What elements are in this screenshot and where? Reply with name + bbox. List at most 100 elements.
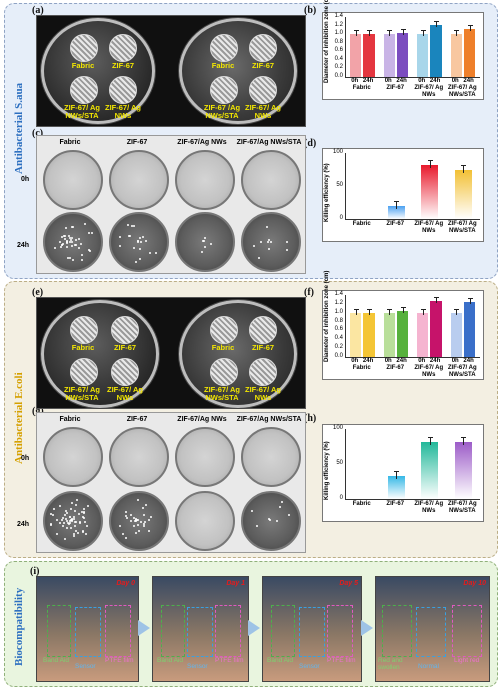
colony-dot <box>138 237 141 240</box>
x-sub-label: 0h <box>418 78 426 84</box>
bar <box>454 170 472 219</box>
error-cap <box>353 30 359 32</box>
bandaid-region <box>382 605 412 657</box>
colony-dot <box>287 514 290 517</box>
error-bar <box>456 31 458 37</box>
colony-dot <box>133 519 136 522</box>
colony-dot <box>50 512 53 515</box>
colony-dot <box>130 519 133 522</box>
colony-dot <box>142 522 145 525</box>
colony-dot <box>69 526 72 529</box>
colony-dot <box>65 240 68 243</box>
colony-dot <box>69 508 72 511</box>
colony-dot <box>68 256 71 259</box>
error-bar <box>436 21 438 27</box>
x-category-label: ZIF-67/ Ag NWs <box>414 221 444 234</box>
fabric-swatch <box>249 76 277 104</box>
plate-label-zif67: ZIF-67 <box>113 343 137 352</box>
bar <box>387 475 405 499</box>
error-bar <box>436 298 438 304</box>
colony-dot <box>83 510 86 513</box>
x-category-label: ZIF-67/ Ag NWs/STA <box>447 501 477 514</box>
colony-dot <box>71 501 74 504</box>
colony-dot <box>61 517 64 520</box>
petri-dish <box>175 427 235 487</box>
y-tick-label: 0.2 <box>334 344 343 351</box>
colony-dot <box>137 498 140 501</box>
colony-dot <box>63 234 66 237</box>
colony-dot <box>55 519 58 522</box>
colony-dot <box>278 505 281 508</box>
bandaid-region <box>271 605 295 657</box>
y-tick-label: 0.4 <box>334 55 343 62</box>
y-tick-label: 0.0 <box>334 73 343 79</box>
colony-dot <box>70 245 73 248</box>
section-label-biocompatibility: Biocompatibility <box>13 587 25 666</box>
colony-grid-saureus: Fabric ZIF-67 ZIF-67/Ag NWs ZIF-67/Ag NW… <box>17 135 306 274</box>
colony-dot <box>83 516 86 519</box>
colony-dot <box>137 240 140 243</box>
panel-label-h: (h) <box>304 413 317 424</box>
colony-dot <box>266 226 269 229</box>
colony-dot <box>137 530 140 533</box>
x-sub-label: 0h <box>351 358 359 364</box>
bar <box>430 301 442 357</box>
bar <box>430 24 442 77</box>
petri-dish <box>175 150 235 210</box>
fabric-swatch <box>109 34 137 62</box>
colony-dot <box>118 245 121 248</box>
colony-dot <box>70 519 73 522</box>
colony-dot <box>128 234 131 237</box>
x-sub-label: 0h <box>418 358 426 364</box>
bar <box>383 34 395 77</box>
error-bar <box>402 307 404 313</box>
chart-killing-ecoli: Killing efficiency (%) 0 50 100 Fabric ZIF-67… <box>322 424 484 522</box>
colony-dot <box>53 246 56 249</box>
colony-dot <box>133 525 136 528</box>
error-bar <box>469 26 471 31</box>
bar <box>387 205 405 219</box>
x-category-label: ZIF-67/ Ag NWs/STA <box>447 365 477 378</box>
panel-label-c: (c) <box>32 128 44 139</box>
bar <box>396 310 409 357</box>
plate-label-fabric: Fabric <box>211 61 235 70</box>
grid-col-header: ZIF-67/Ag NWs <box>177 416 227 423</box>
colony-dot <box>76 532 79 535</box>
plate-label-agnws: ZIF-67/ Ag NWs <box>107 385 143 402</box>
colony-dot <box>134 531 137 534</box>
plot-area <box>345 153 480 220</box>
colony-dot <box>140 240 143 243</box>
fabric-swatch <box>249 34 277 62</box>
day-label: Day 10 <box>463 580 486 587</box>
colony-dot <box>79 520 82 523</box>
x-sub-label: 0h <box>451 358 459 364</box>
petri-dish <box>43 212 103 272</box>
panel-label-i: (i) <box>30 566 40 577</box>
plate-label-fabric: Fabric <box>71 61 95 70</box>
label-ptfe: PTFE film <box>215 657 244 664</box>
arrow-icon <box>138 620 150 636</box>
colony-dot <box>144 240 147 243</box>
panel-label-f: (f) <box>304 287 314 298</box>
error-bar <box>456 309 458 315</box>
petri-dish <box>109 212 169 272</box>
error-bar <box>389 31 391 37</box>
petri-dish <box>43 491 103 551</box>
x-category-label: ZIF-67/ Ag NWs <box>414 85 444 98</box>
colony-dot <box>130 225 133 228</box>
colony-dot <box>78 246 81 249</box>
colony-dot <box>81 259 84 262</box>
colony-dot <box>77 238 80 240</box>
colony-dot <box>269 519 272 522</box>
x-category-label: ZIF-67/ Ag NWs <box>414 501 444 514</box>
plate-label-zif67: ZIF-67 <box>111 61 135 70</box>
error-cap <box>420 308 426 310</box>
colony-dot <box>65 227 68 230</box>
colony-dot <box>82 508 85 511</box>
colony-dot <box>61 525 64 528</box>
colony-dot <box>83 521 86 524</box>
label-ptfe: PTFE film <box>105 657 134 664</box>
error-bar <box>369 309 371 315</box>
photo-day-5: Day 5 Band Aid Sensor PTFE film <box>262 576 362 682</box>
colony-dot <box>141 236 144 239</box>
